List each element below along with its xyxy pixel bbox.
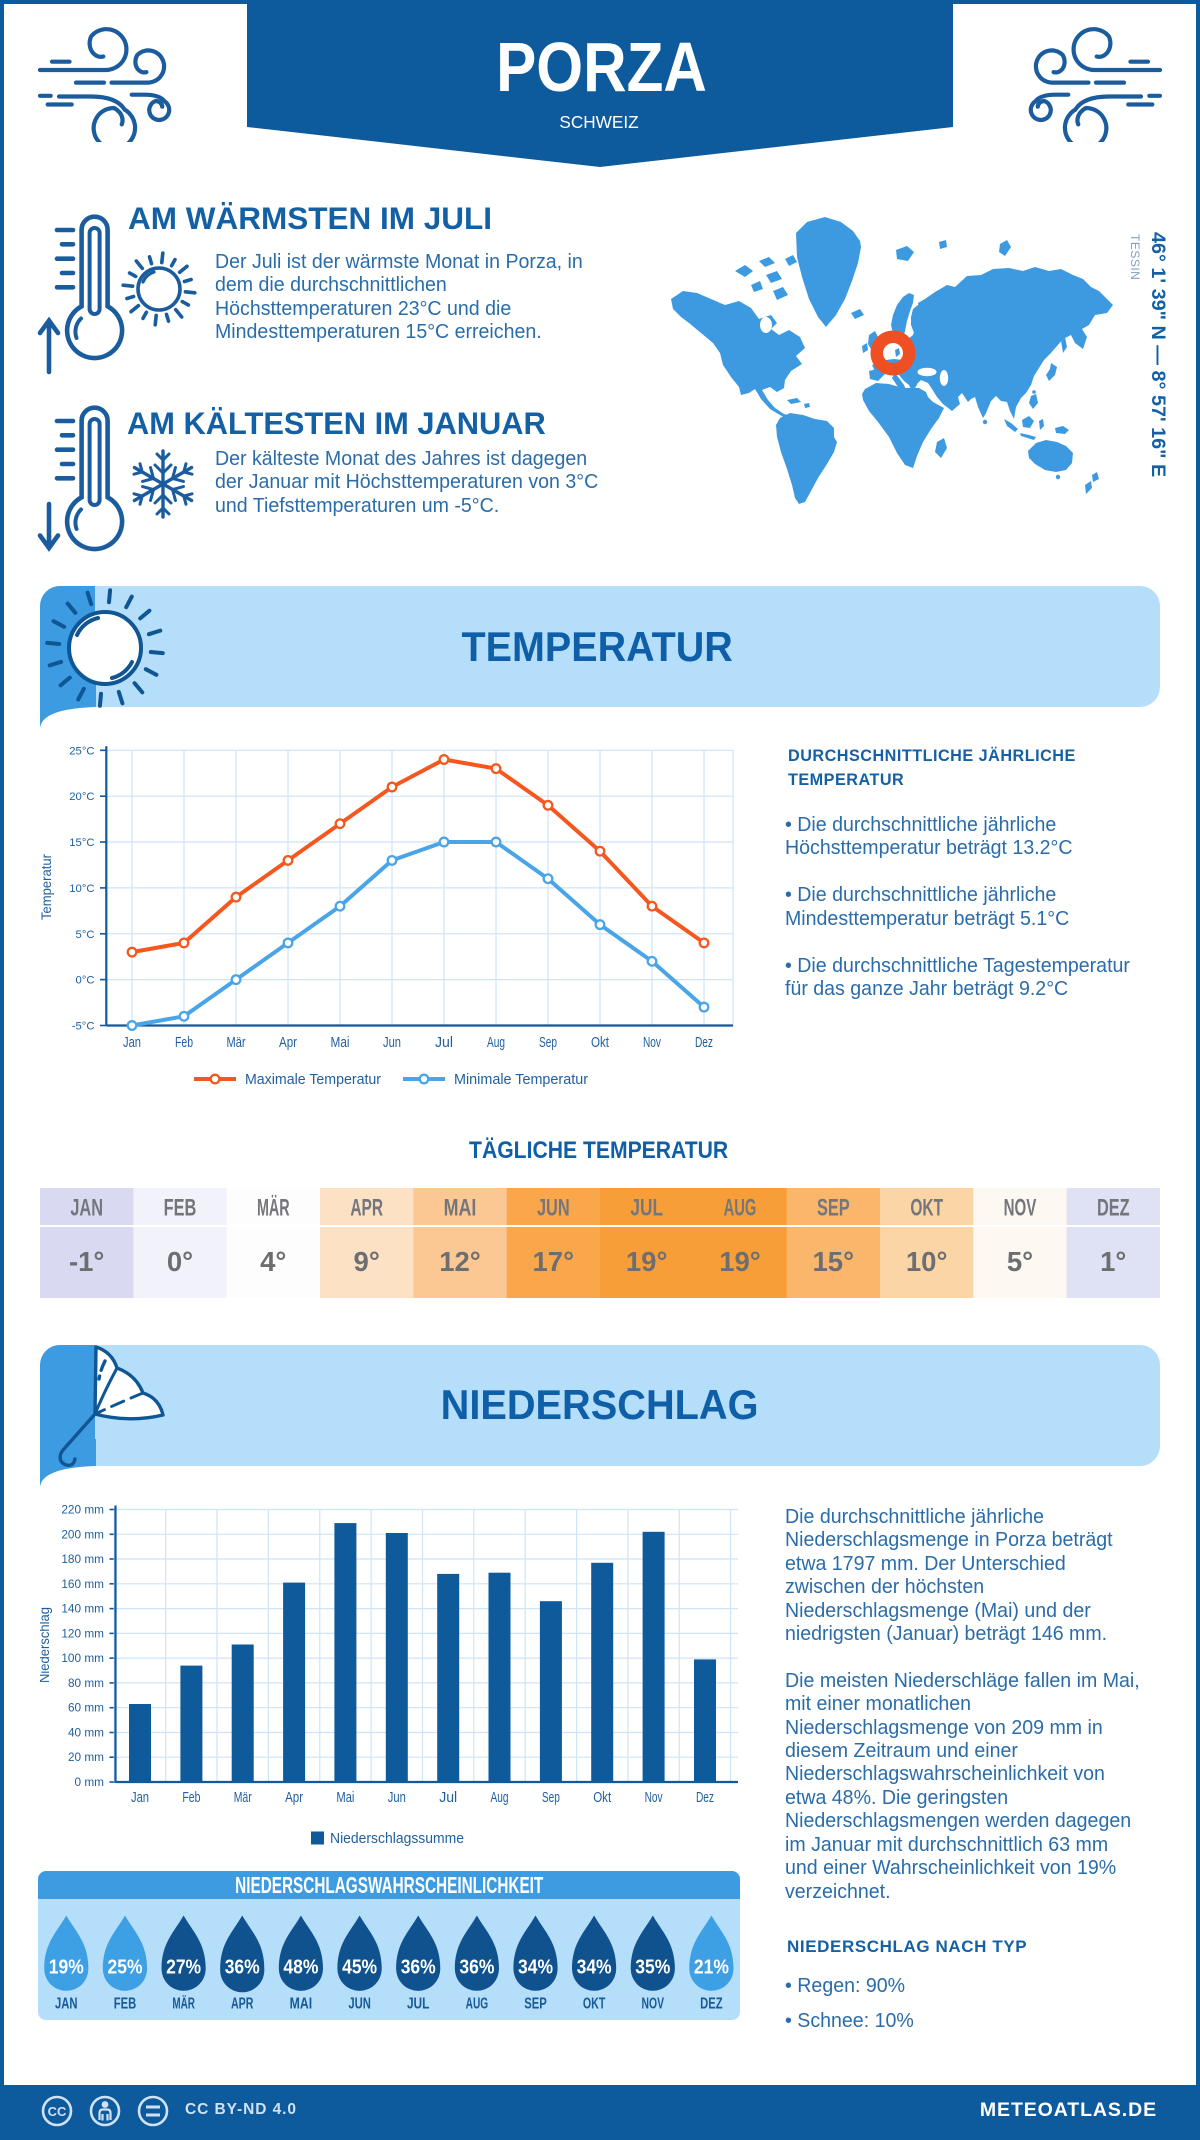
svg-text:10°C: 10°C — [69, 883, 94, 895]
svg-text:CC: CC — [48, 2104, 67, 2119]
svg-text:15°C: 15°C — [69, 837, 94, 849]
svg-text:21%: 21% — [694, 1957, 729, 1979]
svg-text:35%: 35% — [635, 1957, 670, 1979]
svg-text:JUN: JUN — [348, 1996, 371, 2013]
svg-text:Aug: Aug — [491, 1789, 509, 1806]
svg-text:Niederschlagssumme: Niederschlagssumme — [330, 1830, 464, 1847]
svg-text:Minimale Temperatur: Minimale Temperatur — [454, 1071, 588, 1088]
svg-text:Temperatur: Temperatur — [40, 854, 54, 920]
svg-text:Okt: Okt — [591, 1034, 610, 1051]
svg-text:Nov: Nov — [643, 1034, 661, 1051]
svg-text:19°: 19° — [719, 1246, 761, 1277]
svg-text:Jan: Jan — [131, 1789, 149, 1806]
svg-text:Niederschlag: Niederschlag — [40, 1607, 52, 1683]
svg-text:JUN: JUN — [537, 1195, 570, 1222]
svg-text:APR: APR — [231, 1996, 254, 2013]
svg-text:DEZ: DEZ — [1097, 1195, 1130, 1222]
svg-text:MAI: MAI — [444, 1195, 477, 1222]
svg-text:Jun: Jun — [383, 1034, 401, 1051]
svg-text:4°: 4° — [260, 1246, 286, 1277]
svg-text:Jul: Jul — [439, 1789, 457, 1806]
svg-text:JAN: JAN — [55, 1996, 78, 2013]
svg-text:Dez: Dez — [695, 1034, 713, 1051]
svg-text:Jun: Jun — [388, 1789, 406, 1806]
svg-text:SEP: SEP — [524, 1996, 547, 2013]
svg-text:140 mm: 140 mm — [61, 1602, 104, 1616]
svg-text:0°C: 0°C — [76, 975, 95, 987]
svg-text:Sep: Sep — [542, 1789, 560, 1806]
svg-text:Mai: Mai — [331, 1034, 350, 1051]
svg-text:5°: 5° — [1007, 1246, 1033, 1277]
svg-text:9°: 9° — [354, 1246, 380, 1277]
svg-text:NOV: NOV — [642, 1996, 665, 2013]
svg-text:20 mm: 20 mm — [68, 1750, 104, 1764]
svg-text:80 mm: 80 mm — [68, 1676, 104, 1690]
svg-text:FEB: FEB — [164, 1195, 197, 1222]
svg-text:120 mm: 120 mm — [61, 1626, 104, 1640]
svg-text:DEZ: DEZ — [700, 1996, 723, 2013]
svg-text:180 mm: 180 mm — [61, 1552, 104, 1566]
svg-text:25%: 25% — [108, 1957, 143, 1979]
svg-text:NOV: NOV — [1004, 1195, 1037, 1222]
svg-text:APR: APR — [350, 1195, 383, 1222]
svg-text:12°: 12° — [439, 1246, 481, 1277]
svg-text:Maximale Temperatur: Maximale Temperatur — [245, 1071, 381, 1088]
svg-text:JAN: JAN — [70, 1195, 103, 1222]
svg-text:20°C: 20°C — [69, 791, 94, 803]
svg-text:Feb: Feb — [182, 1789, 200, 1806]
svg-text:0°: 0° — [167, 1246, 193, 1277]
svg-text:60 mm: 60 mm — [68, 1701, 104, 1715]
svg-text:34%: 34% — [518, 1957, 553, 1979]
svg-text:Mär: Mär — [227, 1034, 246, 1051]
svg-text:Sep: Sep — [539, 1034, 557, 1051]
svg-text:JUL: JUL — [407, 1996, 430, 2013]
svg-text:10°: 10° — [906, 1246, 948, 1277]
svg-text:AUG: AUG — [724, 1195, 757, 1222]
svg-text:MAI: MAI — [290, 1996, 313, 2013]
svg-text:Jul: Jul — [435, 1034, 453, 1051]
svg-text:FEB: FEB — [114, 1996, 137, 2013]
svg-text:Dez: Dez — [696, 1789, 714, 1806]
svg-text:Nov: Nov — [645, 1789, 663, 1806]
svg-text:SEP: SEP — [817, 1195, 850, 1222]
svg-text:-5°C: -5°C — [72, 1021, 95, 1033]
svg-text:5°C: 5°C — [76, 929, 95, 941]
svg-text:36%: 36% — [225, 1957, 260, 1979]
svg-text:AUG: AUG — [466, 1996, 489, 2013]
svg-text:MÄR: MÄR — [257, 1195, 290, 1222]
svg-text:160 mm: 160 mm — [61, 1577, 104, 1591]
svg-text:JUL: JUL — [630, 1195, 663, 1222]
svg-text:OKT: OKT — [910, 1195, 943, 1222]
svg-text:0 mm: 0 mm — [75, 1775, 105, 1789]
svg-text:MÄR: MÄR — [172, 1995, 195, 2013]
svg-text:25°C: 25°C — [69, 745, 94, 757]
svg-text:36%: 36% — [459, 1957, 494, 1979]
svg-text:Apr: Apr — [279, 1034, 297, 1051]
svg-text:19°: 19° — [626, 1246, 668, 1277]
svg-text:Feb: Feb — [175, 1034, 193, 1051]
svg-text:48%: 48% — [283, 1957, 318, 1979]
svg-text:OKT: OKT — [583, 1996, 606, 2013]
svg-text:15°: 15° — [813, 1246, 855, 1277]
svg-text:34%: 34% — [577, 1957, 612, 1979]
svg-text:Jan: Jan — [123, 1034, 141, 1051]
svg-text:45%: 45% — [342, 1957, 377, 1979]
svg-text:Mär: Mär — [234, 1789, 252, 1806]
svg-text:Apr: Apr — [285, 1789, 303, 1806]
svg-text:Mai: Mai — [336, 1789, 354, 1806]
svg-text:36%: 36% — [401, 1957, 436, 1979]
svg-text:220 mm: 220 mm — [61, 1503, 104, 1517]
svg-text:27%: 27% — [166, 1957, 201, 1979]
svg-text:100 mm: 100 mm — [61, 1651, 104, 1665]
svg-text:17°: 17° — [533, 1246, 575, 1277]
svg-text:1°: 1° — [1100, 1246, 1126, 1277]
svg-text:Okt: Okt — [593, 1789, 612, 1806]
svg-text:200 mm: 200 mm — [61, 1527, 104, 1541]
svg-text:Aug: Aug — [487, 1034, 505, 1051]
svg-text:-1°: -1° — [69, 1246, 104, 1277]
svg-text:40 mm: 40 mm — [68, 1726, 104, 1740]
svg-text:19%: 19% — [49, 1957, 84, 1979]
